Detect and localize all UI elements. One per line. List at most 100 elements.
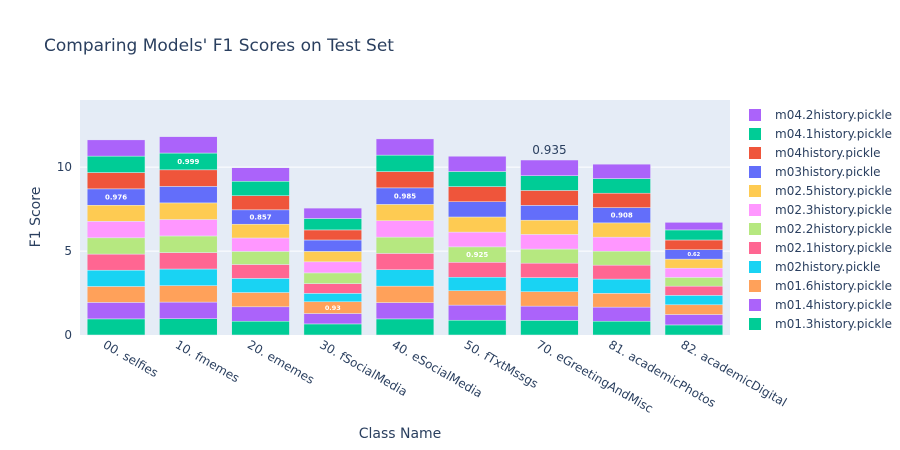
- bar-segment[interactable]: [159, 219, 218, 237]
- bar-segment[interactable]: [159, 318, 218, 336]
- bar-segment[interactable]: [592, 293, 651, 308]
- bar-segment[interactable]: [303, 239, 362, 252]
- bar-segment[interactable]: [664, 314, 724, 326]
- bar-segment[interactable]: [520, 248, 579, 264]
- bar-segment[interactable]: [86, 318, 146, 336]
- bar-segment[interactable]: [664, 229, 724, 241]
- bar-segment[interactable]: [520, 190, 579, 206]
- bar-segment[interactable]: [86, 139, 146, 157]
- bar-segment[interactable]: [159, 169, 218, 187]
- bar-segment[interactable]: [159, 235, 218, 253]
- bar-segment[interactable]: [303, 207, 362, 219]
- legend-item[interactable]: m04.2history.pickle: [749, 108, 892, 122]
- bar-segment[interactable]: [231, 167, 290, 182]
- bar-segment[interactable]: [303, 229, 362, 241]
- bar-segment[interactable]: [231, 237, 290, 252]
- bar-segment[interactable]: [231, 195, 290, 211]
- bar-segment[interactable]: [664, 277, 724, 287]
- bar-segment[interactable]: [86, 286, 146, 303]
- bar-segment[interactable]: [664, 285, 724, 296]
- bar-segment[interactable]: [159, 268, 218, 286]
- bar-segment[interactable]: [592, 306, 651, 322]
- bar-segment[interactable]: [303, 261, 362, 274]
- legend-item[interactable]: m02.3history.pickle: [749, 203, 892, 217]
- legend-item[interactable]: m01.6history.pickle: [749, 279, 892, 293]
- bar-segment[interactable]: [159, 202, 218, 220]
- bar-segment[interactable]: [231, 181, 290, 196]
- bar-segment[interactable]: [448, 155, 507, 172]
- bar-segment[interactable]: [231, 251, 290, 265]
- bar-segment[interactable]: [303, 283, 362, 294]
- bar-segment[interactable]: [592, 320, 651, 336]
- bar-segment[interactable]: [448, 201, 507, 218]
- bar-segment[interactable]: [448, 304, 507, 321]
- bar-segment[interactable]: [375, 302, 435, 320]
- bar-segment[interactable]: [303, 313, 362, 325]
- bar-segment[interactable]: [592, 222, 651, 238]
- bar-segment[interactable]: [592, 250, 651, 266]
- bar-segment[interactable]: [231, 292, 290, 308]
- bar-segment[interactable]: [86, 302, 146, 320]
- bar-segment[interactable]: [592, 163, 651, 179]
- bar-segment[interactable]: [520, 262, 579, 278]
- bar-segment[interactable]: [592, 178, 651, 194]
- bar-segment[interactable]: [375, 204, 435, 221]
- bar-segment[interactable]: [375, 253, 435, 270]
- bar-segment[interactable]: [520, 175, 579, 191]
- bar-segment[interactable]: [520, 305, 579, 321]
- legend-item[interactable]: m04history.pickle: [749, 146, 881, 160]
- bar-segment[interactable]: [303, 323, 362, 336]
- bar-segment[interactable]: [231, 320, 290, 336]
- bar-segment[interactable]: [231, 223, 290, 239]
- legend-item[interactable]: m02history.pickle: [749, 260, 881, 274]
- bar-segment[interactable]: [231, 306, 290, 322]
- bar-segment[interactable]: [664, 295, 724, 306]
- bar-segment[interactable]: [448, 277, 507, 291]
- bar-segment[interactable]: [664, 222, 724, 231]
- bars[interactable]: [86, 136, 724, 336]
- bar-segment[interactable]: [664, 267, 724, 278]
- bar-segment[interactable]: [520, 205, 579, 221]
- legend-item[interactable]: m01.3history.pickle: [749, 317, 892, 331]
- bar-segment[interactable]: [375, 318, 435, 336]
- bar-segment[interactable]: [664, 258, 724, 269]
- bar-segment[interactable]: [375, 236, 435, 254]
- bar-segment[interactable]: [375, 285, 435, 303]
- legend-item[interactable]: m02.1history.pickle: [749, 241, 892, 255]
- bar-segment[interactable]: [159, 252, 218, 270]
- bar-segment[interactable]: [448, 216, 507, 233]
- bar-segment[interactable]: [448, 262, 507, 278]
- legend[interactable]: m04.2history.pickle m04.1history.pickle m0…: [749, 108, 892, 331]
- bar-segment[interactable]: [86, 221, 146, 239]
- bar-segment[interactable]: [520, 320, 579, 336]
- bar-segment[interactable]: [159, 285, 218, 303]
- bar-segment[interactable]: [592, 278, 651, 294]
- bar-segment[interactable]: [86, 155, 146, 173]
- bar-segment[interactable]: [86, 172, 146, 190]
- bar-segment[interactable]: [159, 136, 218, 154]
- bar-segment[interactable]: [664, 239, 724, 250]
- bar-segment[interactable]: [375, 220, 435, 238]
- bar-segment[interactable]: [520, 159, 579, 176]
- bar-segment[interactable]: [448, 231, 507, 248]
- bar-segment[interactable]: [86, 237, 146, 255]
- bar-segment[interactable]: [231, 278, 290, 293]
- bar-segment[interactable]: [375, 269, 435, 287]
- bar-segment[interactable]: [375, 138, 435, 156]
- bar-segment[interactable]: [664, 304, 724, 315]
- bar-segment[interactable]: [664, 324, 724, 336]
- bar-segment[interactable]: [592, 264, 651, 280]
- legend-item[interactable]: m02.2history.pickle: [749, 222, 892, 236]
- bar-segment[interactable]: [448, 171, 507, 187]
- bar-segment[interactable]: [520, 219, 579, 235]
- bar-segment[interactable]: [448, 186, 507, 202]
- legend-item[interactable]: m03history.pickle: [749, 165, 881, 179]
- bar-segment[interactable]: [86, 253, 146, 271]
- bar-segment[interactable]: [86, 269, 146, 287]
- bar-segment[interactable]: [520, 277, 579, 292]
- bar-segment[interactable]: [231, 264, 290, 279]
- bar-segment[interactable]: [448, 319, 507, 336]
- legend-item[interactable]: m02.5history.pickle: [749, 184, 892, 198]
- bar-segment[interactable]: [448, 290, 507, 306]
- bar-segment[interactable]: [520, 234, 579, 250]
